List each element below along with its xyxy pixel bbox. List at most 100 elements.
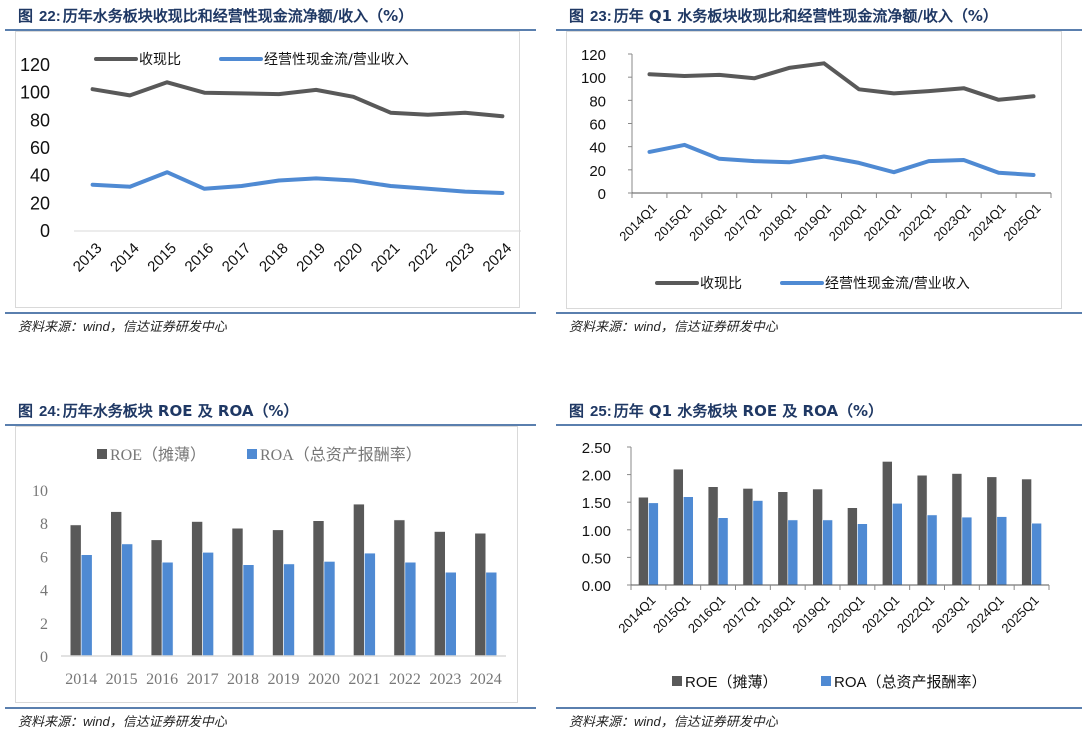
bar-roe [986,476,998,586]
x-tick-label: 2016Q1 [685,593,728,636]
x-tick-label: 2016 [182,240,218,276]
y-tick-label: 20 [30,193,50,213]
source-note: 资料来源：wind，信达证券研发中心 [569,316,778,335]
x-tick-label: 2019 [293,240,329,276]
legend-swatch [97,449,107,459]
x-tick-label: 2021 [368,240,404,276]
y-tick-label: 2.50 [582,440,611,457]
source-wind: wind [83,714,110,729]
legend-swatch [672,676,682,686]
chart-frame: 0 20 40 60 80 100 120 2013 2014 2015 2016 2017 2018 2… [15,31,521,308]
x-tick-label: 2023 [442,240,478,276]
bar-roe [847,507,858,586]
y-tick-label: 80 [589,93,606,110]
title-rule [5,29,536,31]
source-suffix: ，信达证券研发中心 [109,320,227,335]
bar-roa [242,564,255,657]
figure-title-text: 历年 Q1 水务板块收现比和经营性现金流净额/收入（%） [613,7,998,25]
x-tick-label: 2015 [144,240,180,276]
bar-roe [742,488,754,586]
x-tick-label: 2013 [70,240,106,276]
figure-24-panel: 图 24: 历年水务板块 ROE 及 ROA（%） 0 2 4 6 8 10 2014 2015 2… [0,395,541,735]
bar-roe [1021,478,1032,586]
x-tick-label: 2022Q1 [896,201,939,244]
x-tick-label: 2018 [256,240,292,276]
x-tick-label: 2024Q1 [964,593,1007,636]
y-tick-label: 2.00 [582,468,611,485]
chart-frame: 0 20 40 60 80 100 120 2014Q1 2015Q1 2016Q1 2017Q1 2… [566,31,1062,309]
y-tick-label: 0.50 [582,550,611,567]
x-tick-label: 2023Q1 [931,201,974,244]
y-tick-label: 100 [20,83,50,103]
bar-roa [891,503,903,586]
x-tick-label: 2019 [268,671,300,688]
series-line-ocf-ratio [647,142,1036,177]
figure-prefix: 图 [569,402,585,420]
x-tick-label: 2020 [331,240,367,276]
series-line-collection-ratio [647,61,1036,102]
bar-roa [404,561,417,657]
bar-roe [272,529,284,657]
source-prefix: 资料来源： [18,320,84,335]
y-tick-label: 0 [598,186,606,203]
bar-roe [812,488,823,586]
series-line-ocf-ratio [90,170,505,195]
chart-frame: 0 2 4 6 8 10 2014 2015 2016 2017 2018 2019 2020 2021 2… [15,426,518,703]
x-tick-label: 2017 [219,240,255,276]
source-note: 资料来源：wind，信达证券研发中心 [569,711,778,730]
y-tick-label: 6 [40,549,48,566]
y-tick-label: 10 [32,483,48,500]
legend-swatch [247,449,257,459]
y-tick-label: 120 [20,55,50,75]
legend-label: ROA（总资产报酬率） [260,446,422,464]
y-tick-label: 100 [581,70,606,87]
source-prefix: 资料来源： [569,320,635,335]
bar-roe [69,524,82,657]
bar-roa [857,523,868,586]
figure-prefix: 图 [18,402,34,420]
y-tick-label: 120 [581,47,606,64]
x-tick-label: 2017Q1 [720,593,763,636]
bar-roa [323,561,336,657]
y-tick-label: 0 [40,649,48,666]
title-rule [556,29,1082,31]
title-rule [556,424,1082,426]
bar-roa [161,561,174,657]
y-tick-label: 80 [30,110,50,130]
source-suffix: ，信达证券研发中心 [109,715,227,730]
legend-label: 经营性现金流/营业收入 [264,52,409,68]
y-tick-label: 8 [40,516,48,533]
legend-label: 收现比 [700,276,742,292]
x-tick-label: 2020Q1 [824,593,867,636]
y-tick-label: 1.50 [582,495,611,512]
bar-roe [433,531,446,657]
bar-roe [707,486,719,586]
x-tick-label: 2023Q1 [929,593,972,636]
bar-roe [312,520,325,657]
x-tick-label: 2014 [107,240,143,276]
x-tick-label: 2018Q1 [755,593,798,636]
bar-roe [638,496,649,586]
legend-label: ROE（摊薄） [110,446,206,464]
y-tick-label: 2 [40,616,48,633]
y-tick-label: 60 [30,138,50,158]
figure-22-title: 图 22: 历年水务板块收现比和经营性现金流净额/收入（%） [18,2,413,30]
source-rule [5,312,536,314]
x-tick-label: 2015Q1 [651,201,694,244]
x-tick-label: 2022 [405,240,441,276]
bar-chart-24: 0 2 4 6 8 10 2014 2015 2016 2017 2018 2019 2020 2021 2… [32,446,506,688]
line-chart-23: 0204060801001202014Q12015Q12016Q12017Q12… [581,47,1052,292]
source-suffix: ，信达证券研发中心 [660,715,778,730]
x-tick-label: 2016Q1 [686,201,729,244]
figure-title-text: 历年水务板块收现比和经营性现金流净额/收入（%） [62,7,414,25]
x-tick-label: 2020Q1 [826,201,869,244]
y-tick-label: 1.00 [582,523,611,540]
bar-roe [231,527,244,657]
bar-roe [916,474,928,586]
source-rule [556,707,1082,709]
y-tick-label: 20 [589,163,606,180]
series-line-collection-ratio [90,80,505,119]
y-tick-label: 4 [40,583,48,600]
figure-number: 25: [590,403,612,420]
